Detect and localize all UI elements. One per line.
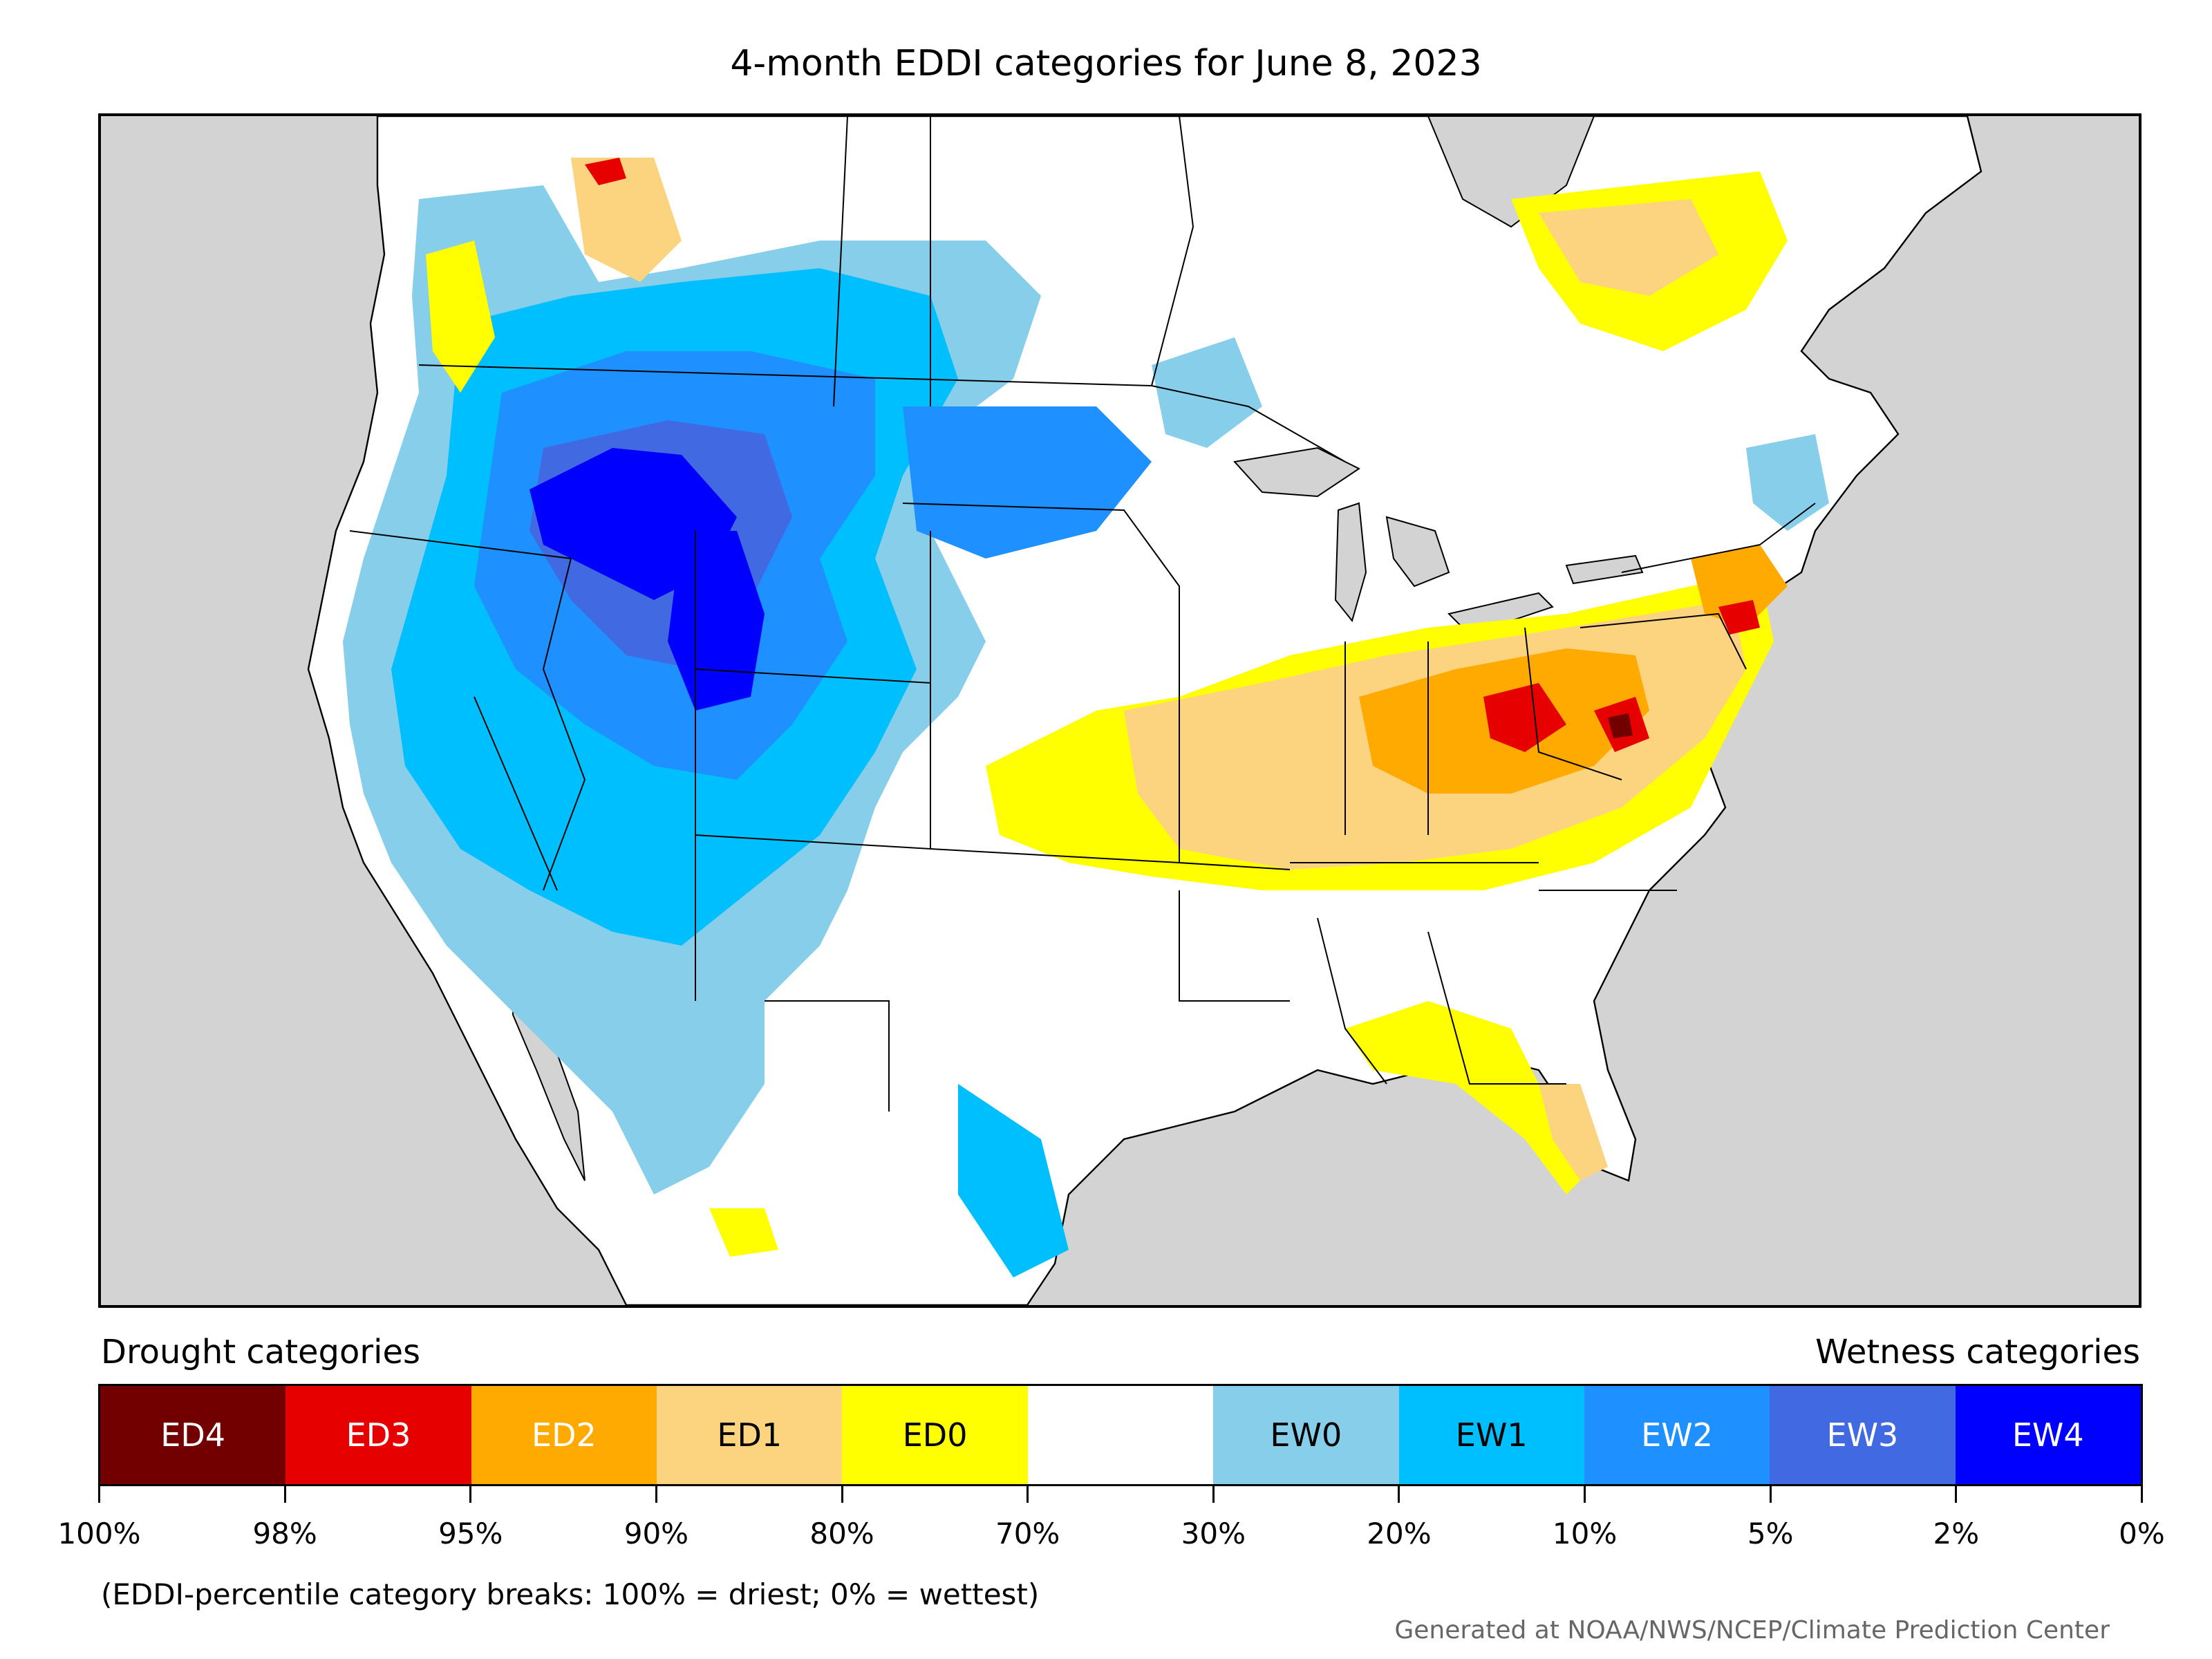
ed0-washington [426,241,495,393]
category-break-note: (EDDI-percentile category breaks: 100% =… [101,1577,1040,1611]
map-title: 4-month EDDI categories for June 8, 2023 [730,43,1482,84]
ed2-northeast [1691,545,1788,628]
drought-categories-title: Drought categories [101,1333,420,1371]
ew0-ontario [1152,337,1262,448]
colorbar-tick [1769,1486,1772,1503]
lake-superior [1233,447,1360,498]
colorbar-tick-label: 0% [2119,1517,2165,1550]
lake-huron [1385,516,1450,588]
eddi-map [101,116,2139,1305]
boundary-nm-tx [765,1000,890,1112]
colorbar-tick [469,1486,472,1503]
ew1-south-texas [958,1084,1069,1277]
category-colorbar: ED4 ED3 ED2 ED1 ED0 EW0 EW1 EW2 EW3 EW4 [98,1384,2143,1486]
colorbar-tick-label: 80% [809,1517,874,1550]
colorbar-cell-ed2: ED2 [471,1386,657,1484]
colorbar-tick-label: 20% [1367,1517,1432,1550]
ew0-new-england [1746,434,1829,531]
ed1-quebec [1539,199,1718,296]
boundary-colorado [695,669,931,850]
wetness-categories-title: Wetness categories [1815,1333,2140,1371]
colorbar-cell-ed1: ED1 [657,1386,843,1484]
colorbar-tick-label: 98% [252,1517,317,1550]
colorbar-cell-normal [1027,1386,1214,1484]
colorbar-cell-ew2: EW2 [1584,1386,1770,1484]
colorbar-tick-label: 95% [438,1517,503,1550]
colorbar-tick-label: 2% [1933,1517,1980,1550]
ed3-new-york [1718,600,1760,635]
boundary-mo [1179,697,1291,870]
ed3-british-columbia [585,158,626,185]
boundary-wyoming [695,531,931,684]
colorbar-tick-label: 70% [995,1517,1060,1550]
boundary-ms-al [1317,917,1387,1085]
ed0-southeast [1345,1001,1594,1194]
colorbar-tick [655,1486,657,1503]
us-canada-border-east [1621,503,1816,573]
colorbar-tick-label: 30% [1181,1517,1246,1550]
boundary-dakotas-ne [902,503,1180,697]
boundary-nv-ut [542,558,586,891]
ew2-dakotas [903,406,1152,559]
boundary-ar [1179,890,1290,1002]
boundary-oh-wv [1524,627,1622,780]
colorbar-tick [1584,1486,1586,1503]
boundary-canada-mb-on [1151,116,1194,386]
colorbar-tick [1027,1486,1029,1503]
map-panel [98,113,2141,1308]
colorbar-tick [283,1486,286,1503]
colorbar-cell-ed0: ED0 [842,1386,1028,1484]
ed1-florida [1539,1084,1608,1181]
drought-regions [426,158,1788,1257]
ed1-british-columbia [571,158,682,282]
colorbar-cell-ew4: EW4 [1955,1386,2141,1484]
colorbar-tick [841,1486,843,1503]
wetness-regions [343,185,1829,1277]
colorbar-tick [1955,1486,1958,1503]
ed0-mexico [709,1208,778,1257]
colorbar-tick-label: 100% [57,1517,141,1550]
colorbar-tick-label: 10% [1552,1517,1618,1550]
colorbar-cell-ew3: EW3 [1770,1386,1956,1484]
ew4-wyoming-utah [668,531,765,711]
ed4-virginia [1608,713,1633,738]
colorbar-tick [1398,1486,1400,1503]
colorbar-tick [1212,1486,1215,1503]
boundary-or-ca-nv [349,530,572,559]
colorbar-cell-ed3: ED3 [285,1386,471,1484]
boundary-canada-sk-ab [833,116,848,407]
great-lakes [1233,447,1644,636]
boundary-ga [1427,931,1566,1085]
credit-line: Generated at NOAA/NWS/NCEP/Climate Predi… [1394,1616,2110,1644]
lake-ontario [1565,554,1644,585]
colorbar-tick-label: 5% [1747,1517,1794,1550]
colorbar-tick [98,1486,100,1503]
us-canada-border-central [1151,385,1346,462]
colorbar-cell-ed4: ED4 [100,1386,286,1484]
colorbar-cell-ew1: EW1 [1398,1386,1584,1484]
us-canada-border-west [418,364,1152,386]
lake-michigan [1334,502,1367,623]
colorbar-tick-label: 90% [624,1517,689,1550]
boundary-ca-nv [474,696,558,891]
boundary-pa [1580,612,1747,670]
colorbar-tick [2141,1486,2143,1503]
boundary-ks-ok [930,848,1180,863]
ed3-ohio [1483,683,1566,752]
colorbar-cell-ew0: EW0 [1213,1386,1399,1484]
boundaries [349,116,1816,1112]
